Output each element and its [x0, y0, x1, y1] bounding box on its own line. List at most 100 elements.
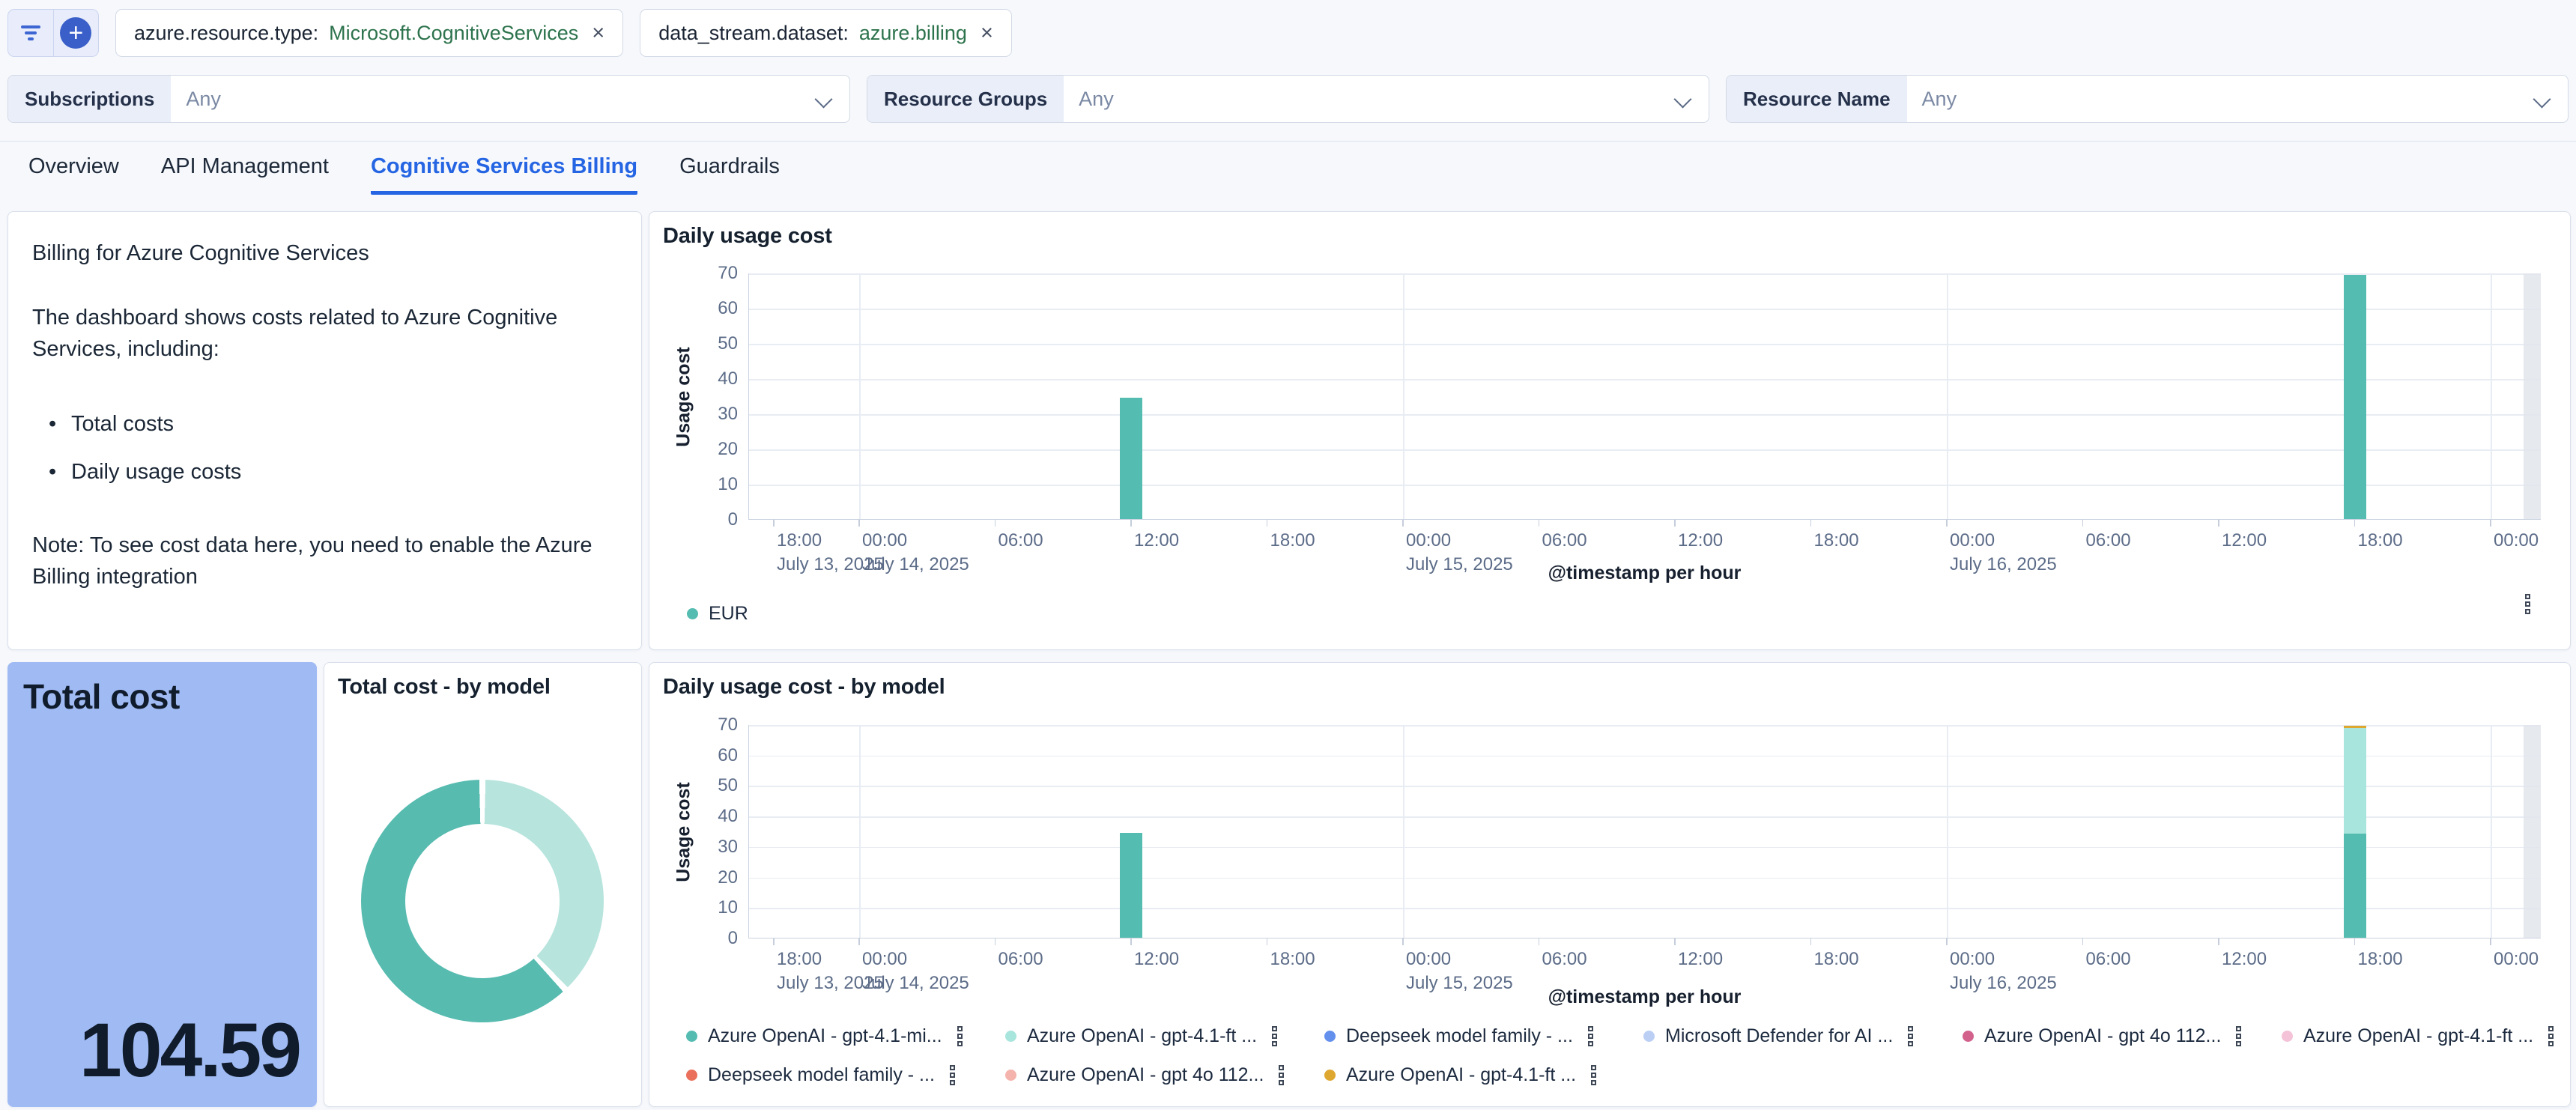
- tick-mark: [995, 938, 996, 945]
- gridline: [749, 725, 2541, 727]
- x-tick-label: 18:00: [777, 949, 822, 970]
- y-tick-label: 40: [700, 369, 738, 389]
- tab-guardrails[interactable]: Guardrails: [679, 154, 780, 195]
- legend-item-actions-icon[interactable]: [1908, 1026, 1913, 1046]
- x-axis-title: @timestamp per hour: [748, 562, 2541, 584]
- subscriptions-label: Subscriptions: [8, 76, 171, 122]
- header-divider: [0, 141, 2576, 142]
- tick-mark: [2082, 938, 2084, 945]
- add-filter-button[interactable]: +: [54, 10, 99, 56]
- daily-usage-cost-by-model-panel: Daily usage cost - by model Usage cost 0…: [649, 662, 2571, 1107]
- filter-value: Microsoft.CognitiveServices: [329, 22, 578, 45]
- y-axis: 010203040506070: [696, 725, 748, 938]
- y-axis: 010203040506070: [696, 273, 748, 520]
- legend-item[interactable]: Deepseek model family - ...: [1324, 1021, 1643, 1051]
- legend-item-actions-icon[interactable]: [2236, 1026, 2241, 1046]
- panel-title: Total cost - by model: [338, 675, 551, 700]
- tab-cognitive-services-billing[interactable]: Cognitive Services Billing: [371, 154, 637, 195]
- x-tick-label: 18:00: [1270, 949, 1315, 970]
- tick-mark: [1130, 938, 1132, 945]
- legend-item[interactable]: Deepseek model family - ...: [686, 1060, 1005, 1090]
- filter-pill-dataset[interactable]: data_stream.dataset: azure.billing ×: [640, 9, 1012, 57]
- tick-mark: [1946, 938, 1948, 945]
- y-tick-label: 20: [700, 867, 738, 888]
- gridline: [749, 449, 2541, 451]
- y-tick-label: 60: [700, 745, 738, 766]
- filter-field: azure.resource.type:: [134, 22, 318, 45]
- tick-mark: [2354, 520, 2356, 527]
- legend-item[interactable]: Azure OpenAI - gpt 4o 112...: [1963, 1021, 2282, 1051]
- x-axis-title: @timestamp per hour: [748, 986, 2541, 1008]
- chevron-down-icon: [2533, 90, 2551, 108]
- legend-dot-icon: [686, 1031, 697, 1042]
- legend-item[interactable]: Azure OpenAI - gpt-4.1-ft ...: [1005, 1021, 1324, 1051]
- y-tick-label: 60: [700, 298, 738, 319]
- tab-api-management[interactable]: API Management: [161, 154, 329, 195]
- legend-item-actions-icon[interactable]: [957, 1026, 963, 1046]
- gridline: [1403, 725, 1404, 938]
- donut-chart[interactable]: [361, 780, 604, 1022]
- legend-item[interactable]: Azure OpenAI - gpt-4.1-mi...: [686, 1021, 1005, 1051]
- bar-segment[interactable]: [2344, 726, 2366, 729]
- panel-title: Daily usage cost: [663, 224, 832, 249]
- subscriptions-select[interactable]: Subscriptions Any: [7, 75, 850, 123]
- markdown-bullet: Total costs: [32, 408, 619, 440]
- legend-dot-icon: [1324, 1031, 1336, 1042]
- legend-dot-icon: [1324, 1070, 1336, 1081]
- markdown-note: Note: To see cost data here, you need to…: [32, 530, 619, 592]
- gridline: [749, 379, 2541, 380]
- metric-value: 104.59: [79, 1007, 300, 1094]
- bar-segment[interactable]: [2344, 728, 2366, 833]
- legend-item[interactable]: Azure OpenAI - gpt-4.1-ft ...: [2282, 1021, 2576, 1051]
- y-tick-label: 20: [700, 439, 738, 460]
- tab-overview[interactable]: Overview: [28, 154, 119, 195]
- resource-name-select[interactable]: Resource Name Any: [1726, 75, 2569, 123]
- filter-pill-resource-type[interactable]: azure.resource.type: Microsoft.Cognitive…: [115, 9, 623, 57]
- legend-item[interactable]: Microsoft Defender for AI ...: [1643, 1021, 1963, 1051]
- bar-segment[interactable]: [2344, 275, 2366, 520]
- tick-mark: [1674, 520, 1676, 527]
- legend-label: Deepseek model family - ...: [1346, 1025, 1573, 1047]
- close-icon[interactable]: ×: [592, 21, 604, 46]
- bar-segment[interactable]: [1120, 398, 1142, 520]
- legend-actions-icon[interactable]: [2525, 594, 2530, 614]
- filter-options-button[interactable]: [8, 10, 54, 56]
- x-tick-label: 12:00: [1134, 530, 1179, 551]
- bar-segment[interactable]: [2344, 834, 2366, 938]
- markdown-paragraph: The dashboard shows costs related to Azu…: [32, 302, 619, 365]
- legend-item-actions-icon[interactable]: [1588, 1026, 1593, 1046]
- tick-mark: [2490, 520, 2491, 527]
- resource-groups-select[interactable]: Resource Groups Any: [867, 75, 1709, 123]
- x-tick-label: 18:00: [2358, 949, 2403, 970]
- tick-mark: [1946, 520, 1948, 527]
- x-tick-label: 00:00: [862, 949, 907, 970]
- legend-item-actions-icon[interactable]: [1272, 1026, 1277, 1046]
- y-axis-title: Usage cost: [673, 782, 695, 882]
- x-tick-label: 12:00: [2222, 530, 2267, 551]
- y-tick-label: 30: [700, 404, 738, 425]
- gridline: [1947, 725, 1948, 938]
- close-icon[interactable]: ×: [981, 21, 993, 46]
- legend-item-actions-icon[interactable]: [1591, 1065, 1596, 1085]
- legend-item[interactable]: EUR: [687, 598, 748, 628]
- bar-chart: 010203040506070 18:00July 13, 202500:00J…: [748, 725, 2541, 938]
- gridline: [749, 344, 2541, 345]
- bar-segment[interactable]: [1120, 833, 1142, 938]
- legend-item[interactable]: Azure OpenAI - gpt 4o 112...: [1005, 1060, 1324, 1090]
- subscriptions-value: Any: [171, 76, 817, 122]
- legend-item-actions-icon[interactable]: [2548, 1026, 2554, 1046]
- gridline: [749, 309, 2541, 310]
- x-tick-label: 18:00: [2358, 530, 2403, 551]
- legend-item-actions-icon[interactable]: [1279, 1065, 1284, 1085]
- bar-chart: 010203040506070 18:00July 13, 202500:00J…: [748, 273, 2541, 520]
- legend-item-actions-icon[interactable]: [950, 1065, 955, 1085]
- tick-mark: [1810, 938, 1812, 945]
- legend-dot-icon: [1005, 1031, 1016, 1042]
- tick-mark: [2218, 938, 2219, 945]
- x-tick-label: 06:00: [2086, 530, 2131, 551]
- filter-icon: [21, 25, 40, 40]
- legend-item[interactable]: Azure OpenAI - gpt-4.1-ft ...: [1324, 1060, 1643, 1090]
- x-tick-label: 00:00: [1406, 949, 1451, 970]
- x-tick-label: 00:00: [2494, 530, 2539, 551]
- x-tick-label: 12:00: [1678, 949, 1723, 970]
